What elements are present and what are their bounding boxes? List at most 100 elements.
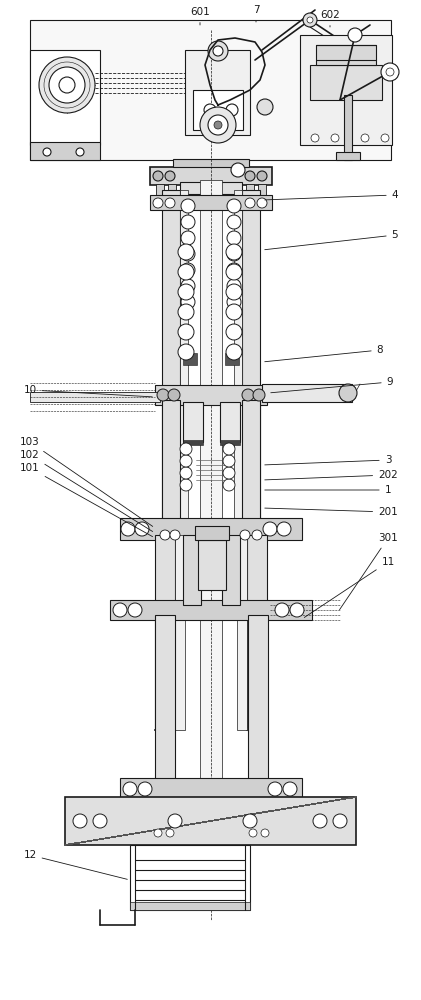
Bar: [344, 95, 352, 160]
Bar: [262, 384, 352, 402]
Bar: [222, 535, 240, 605]
Circle shape: [49, 67, 85, 103]
Circle shape: [223, 479, 235, 491]
Circle shape: [263, 522, 277, 536]
Text: 10: 10: [24, 385, 152, 397]
Text: 8: 8: [265, 345, 383, 362]
Text: 7: 7: [253, 5, 259, 22]
Circle shape: [208, 41, 228, 61]
Circle shape: [227, 231, 241, 245]
Circle shape: [135, 522, 149, 536]
Circle shape: [180, 467, 192, 479]
Circle shape: [43, 148, 51, 156]
Circle shape: [73, 814, 87, 828]
Circle shape: [226, 264, 242, 280]
Circle shape: [181, 247, 195, 261]
Text: 11: 11: [304, 557, 394, 617]
Bar: [246, 184, 254, 210]
Circle shape: [257, 198, 267, 208]
Circle shape: [227, 295, 241, 309]
Circle shape: [181, 199, 195, 213]
Bar: [234, 190, 242, 545]
Circle shape: [226, 304, 242, 320]
Circle shape: [208, 115, 228, 135]
Bar: [120, 778, 302, 800]
Circle shape: [257, 171, 267, 181]
Circle shape: [331, 134, 339, 142]
Circle shape: [245, 198, 255, 208]
Circle shape: [59, 77, 75, 93]
Bar: [30, 20, 391, 160]
Circle shape: [166, 829, 174, 837]
Circle shape: [223, 455, 235, 467]
Circle shape: [157, 389, 169, 401]
Circle shape: [178, 324, 194, 340]
Circle shape: [165, 171, 175, 181]
Circle shape: [39, 57, 95, 113]
Circle shape: [181, 295, 195, 309]
Bar: [242, 190, 260, 545]
Circle shape: [204, 104, 216, 116]
Circle shape: [333, 814, 347, 828]
Bar: [185, 50, 250, 135]
Circle shape: [93, 814, 107, 828]
Circle shape: [181, 231, 195, 245]
Circle shape: [242, 389, 254, 401]
Circle shape: [290, 603, 304, 617]
Bar: [168, 184, 176, 210]
Bar: [150, 167, 272, 185]
Circle shape: [261, 829, 269, 837]
Circle shape: [178, 244, 194, 260]
Bar: [183, 353, 197, 365]
Polygon shape: [203, 160, 227, 180]
Bar: [130, 845, 250, 910]
Bar: [237, 535, 247, 730]
Circle shape: [311, 134, 319, 142]
Text: 202: 202: [265, 470, 398, 480]
Circle shape: [252, 530, 262, 540]
Bar: [110, 600, 312, 620]
Circle shape: [243, 814, 257, 828]
Bar: [150, 195, 272, 210]
Circle shape: [227, 215, 241, 229]
Circle shape: [153, 171, 163, 181]
Circle shape: [76, 148, 84, 156]
Circle shape: [223, 443, 235, 455]
Circle shape: [168, 389, 180, 401]
Circle shape: [170, 530, 180, 540]
Circle shape: [223, 467, 235, 479]
Circle shape: [178, 264, 194, 280]
Circle shape: [226, 244, 242, 260]
Circle shape: [283, 782, 297, 796]
Bar: [120, 518, 302, 540]
Circle shape: [200, 107, 236, 143]
Bar: [173, 159, 249, 167]
Circle shape: [168, 814, 182, 828]
Bar: [65, 797, 356, 845]
Circle shape: [386, 68, 394, 76]
Bar: [258, 184, 266, 210]
Circle shape: [178, 284, 194, 300]
Bar: [200, 180, 222, 800]
Circle shape: [275, 603, 289, 617]
Bar: [180, 182, 242, 194]
Circle shape: [180, 455, 192, 467]
Circle shape: [240, 530, 250, 540]
Bar: [300, 35, 392, 145]
Circle shape: [214, 121, 222, 129]
Bar: [225, 353, 239, 365]
Circle shape: [361, 134, 369, 142]
Circle shape: [226, 104, 238, 116]
Circle shape: [339, 384, 357, 402]
Circle shape: [180, 479, 192, 491]
Text: 301: 301: [340, 533, 398, 610]
Circle shape: [160, 530, 170, 540]
Bar: [242, 400, 260, 545]
Bar: [30, 142, 100, 160]
Circle shape: [348, 28, 362, 42]
Bar: [162, 190, 180, 545]
Circle shape: [231, 163, 245, 177]
Bar: [220, 440, 240, 445]
Bar: [316, 45, 376, 65]
Text: 102: 102: [20, 450, 153, 532]
